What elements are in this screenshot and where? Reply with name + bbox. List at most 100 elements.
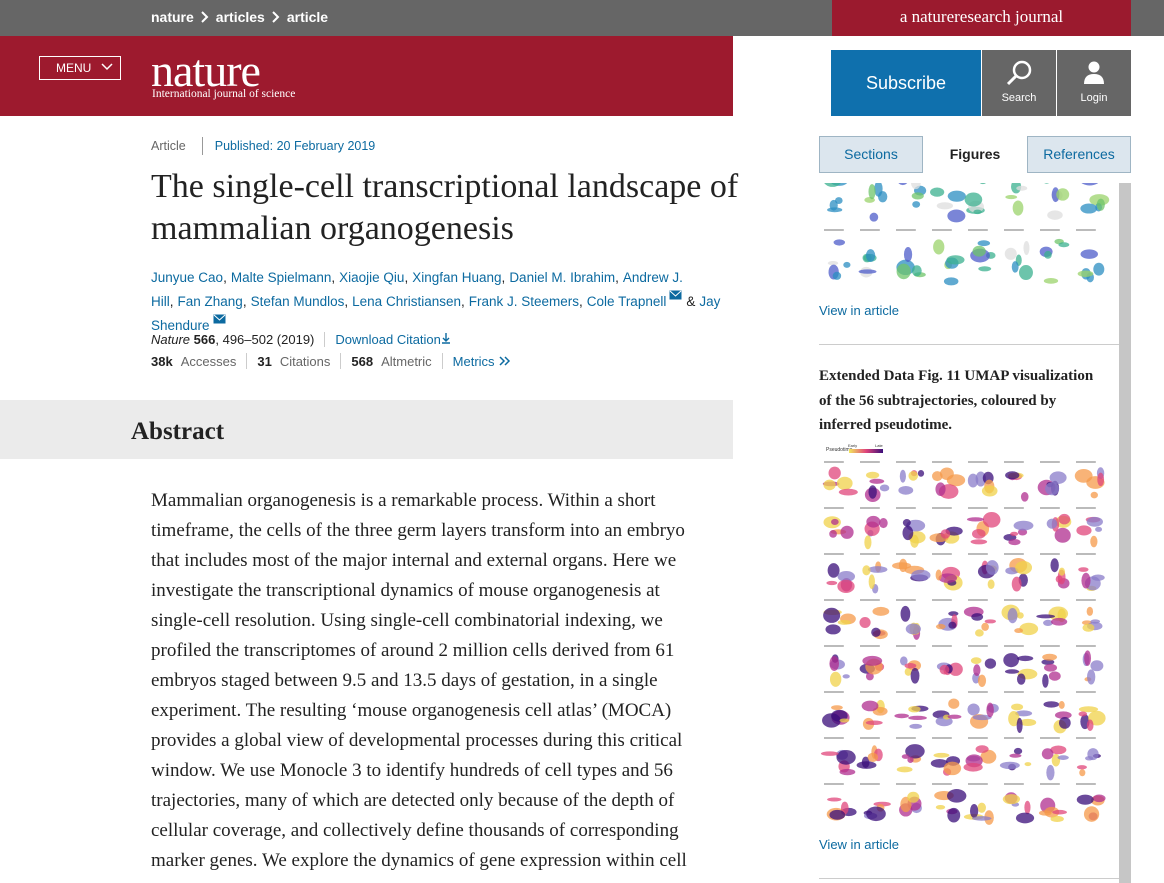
author-separator: ,: [460, 294, 465, 309]
crumb[interactable]: nature: [151, 9, 194, 25]
tab-active[interactable]: Figures: [923, 136, 1027, 173]
author-name[interactable]: Xiaojie Qiu: [339, 270, 405, 285]
embedding-blob: [975, 745, 989, 753]
email-icon[interactable]: [669, 290, 682, 300]
embedding-blob: [862, 655, 883, 666]
embedding-blob: [829, 199, 838, 211]
view-in-article[interactable]: View in article: [819, 837, 899, 852]
embedding-blob: [911, 569, 931, 581]
author-name[interactable]: Cole Trapnell: [586, 294, 667, 309]
panel-label: [860, 737, 880, 739]
embedding-blob: [866, 515, 881, 528]
embedding-blob: [879, 484, 890, 492]
embedding-blob: [1051, 617, 1068, 626]
embedding-blob: [1007, 607, 1018, 624]
embedding-blob: [823, 607, 841, 623]
author-separator: ,: [331, 270, 336, 285]
embedding-blob: [1056, 188, 1070, 201]
embedding-blob: [936, 202, 954, 210]
login-button[interactable]: Login: [1057, 50, 1131, 116]
panel-label: [1076, 599, 1096, 601]
author-name[interactable]: Andrew J. Hill: [151, 270, 683, 309]
figure-thumbnail[interactable]: Pseudotime Early Late: [819, 443, 1111, 829]
panel-label: [896, 599, 916, 601]
embedding-blob: [831, 518, 839, 526]
embedding-blob: [1058, 242, 1070, 248]
panel-label: [968, 553, 988, 555]
embedding-blob: [932, 471, 943, 482]
download-citation[interactable]: Download Citation: [324, 332, 451, 347]
panel-label: [1040, 645, 1060, 647]
scrollbar[interactable]: [1119, 183, 1131, 883]
embedding-blob: [1048, 671, 1061, 681]
embedding-blob: [1079, 769, 1086, 777]
email-icon[interactable]: [213, 314, 226, 324]
legend-gradient: [849, 449, 883, 453]
embedding-blob: [1017, 655, 1034, 662]
embedding-blob: [1043, 663, 1058, 672]
author-name[interactable]: Frank J. Steemers: [468, 294, 580, 309]
embedding-blob: [1046, 518, 1058, 529]
author-name[interactable]: Xingfan Huang: [412, 270, 502, 285]
author-name[interactable]: Jay Shendure: [151, 294, 721, 333]
embedding-blob: [904, 663, 917, 669]
embedding-blob: [973, 664, 981, 677]
embedding-blob: [896, 263, 911, 280]
journal-badge[interactable]: a natureresearch journal: [832, 0, 1131, 36]
embedding-blob: [902, 525, 914, 541]
tab[interactable]: References: [1027, 136, 1131, 173]
author-name[interactable]: Stefan Mundlos: [250, 294, 345, 309]
author-name[interactable]: Malte Spielmann: [230, 270, 332, 285]
embedding-blob: [1083, 806, 1100, 822]
embedding-blob: [946, 255, 965, 265]
panel-label: [1040, 229, 1060, 231]
metrics-link[interactable]: Metrics: [452, 353, 495, 369]
abstract-band: [0, 400, 733, 459]
logo[interactable]: nature: [151, 45, 261, 96]
search-button[interactable]: Search: [982, 50, 1056, 116]
embedding-blob: [871, 627, 881, 638]
embedding-blob: [908, 715, 927, 721]
embedding-blob: [894, 713, 909, 719]
embedding-blob: [1090, 535, 1098, 548]
embedding-blob: [986, 702, 994, 718]
panel-label: [1004, 553, 1024, 555]
author-name[interactable]: Junyue Cao: [151, 270, 224, 285]
embedding-blob: [900, 605, 911, 622]
menu-button[interactable]: MENU: [39, 56, 121, 80]
subscribe-button[interactable]: Subscribe: [831, 50, 981, 116]
embedding-blob: [1086, 516, 1103, 527]
embedding-blob: [898, 558, 908, 573]
embedding-blob: [1093, 262, 1105, 276]
embedding-blob: [1023, 240, 1030, 256]
embedding-blob: [829, 671, 842, 687]
view-in-article[interactable]: View in article: [819, 303, 899, 318]
embedding-blob: [933, 239, 945, 255]
panel-label: [968, 691, 988, 693]
author-name[interactable]: Lena Christiansen: [352, 294, 461, 309]
tab[interactable]: Sections: [819, 136, 923, 173]
embedding-blob: [967, 473, 979, 488]
panel-label: [1004, 599, 1024, 601]
embedding-blob: [837, 619, 851, 625]
embedding-blob: [984, 619, 997, 624]
panel-label: [932, 507, 952, 509]
embedding-blob: [977, 674, 987, 687]
embedding-blob: [971, 528, 986, 539]
embedding-blob: [1076, 525, 1092, 536]
metric-divider: [441, 353, 443, 369]
panel-label: [968, 229, 988, 231]
embedding-blob: [1043, 277, 1059, 284]
embedding-blob: [970, 539, 988, 545]
panel-label: [932, 737, 952, 739]
crumb[interactable]: article: [286, 9, 329, 25]
embedding-blob: [1078, 711, 1088, 717]
crumb[interactable]: articles: [215, 9, 265, 25]
chevron-path: [499, 356, 510, 366]
figure-thumbnail[interactable]: [819, 183, 1111, 295]
author-name[interactable]: Daniel M. Ibrahim: [509, 270, 616, 285]
panel-label: [824, 461, 844, 463]
embedding-blob: [866, 806, 886, 822]
header-band: [0, 36, 733, 116]
author-name[interactable]: Fan Zhang: [177, 294, 243, 309]
